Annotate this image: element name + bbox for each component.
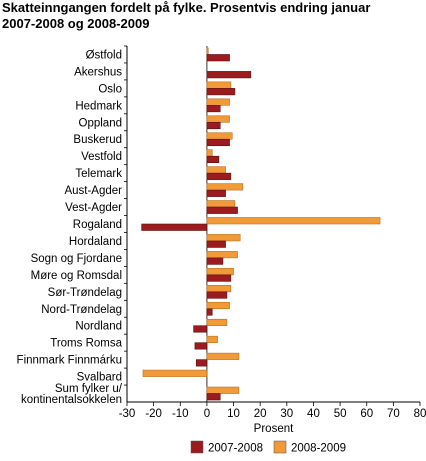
x-axis-label: Prosent xyxy=(254,423,294,435)
x-tick-label: 30 xyxy=(280,408,293,420)
bar-2007-2008-12 xyxy=(206,257,224,265)
category-label: Aust-Agder xyxy=(64,185,122,197)
category-label: Svalbard xyxy=(77,372,122,384)
legend-label-2008-2009: 2008-2009 xyxy=(291,443,346,455)
legend: 2007-2008 2008-2009 xyxy=(190,440,346,455)
bar-2007-2008-9 xyxy=(206,206,238,214)
x-tick-label: 70 xyxy=(387,408,400,420)
category-label: Akershus xyxy=(74,66,122,78)
chart-title-line1: Skatteinngangen fordelt på fylke. Prosen… xyxy=(2,0,371,15)
bar-2007-2008-20 xyxy=(206,393,221,401)
bar-2008-2009-8 xyxy=(206,183,244,191)
bar-2008-2009-4 xyxy=(206,115,230,123)
x-tick-label: 80 xyxy=(414,408,426,420)
bar-2007-2008-5 xyxy=(206,138,230,147)
bar-2007-2008-15 xyxy=(206,308,213,316)
bar-2008-2009-19 xyxy=(142,369,208,377)
bar-2007-2008-6 xyxy=(206,155,220,163)
legend-swatch-2007-2008 xyxy=(190,440,204,454)
plot-area xyxy=(126,46,420,403)
category-label: Oslo xyxy=(98,83,122,95)
bar-2008-2009-18 xyxy=(206,352,240,360)
bar-2008-2009-10 xyxy=(206,217,381,225)
bar-2007-2008-0 xyxy=(206,54,230,62)
category-label: Nord-Trøndelag xyxy=(41,304,122,316)
chart-title: Skatteinngangen fordelt på fylke. Prosen… xyxy=(2,0,426,32)
bar-2008-2009-7 xyxy=(206,166,226,174)
x-tick-label: 50 xyxy=(334,408,347,420)
bar-2008-2009-9 xyxy=(206,200,236,208)
bar-2007-2008-11 xyxy=(206,240,226,248)
x-tick-label: 40 xyxy=(307,408,320,420)
x-tick-label: -20 xyxy=(145,408,162,420)
category-label: Vestfold xyxy=(81,151,122,163)
category-label: Telemark xyxy=(75,168,122,180)
category-label: Hedmark xyxy=(75,100,122,112)
bar-2007-2008-4 xyxy=(206,121,221,130)
bar-2008-2009-12 xyxy=(206,251,238,259)
x-tick-label: 60 xyxy=(360,408,373,420)
category-label: Nordland xyxy=(75,321,122,333)
bar-2008-2009-17 xyxy=(206,335,218,343)
category-label: Østfold xyxy=(86,49,122,61)
bar-2008-2009-6 xyxy=(206,149,213,157)
x-axis: -30 -20 -10 0 10 20 30 40 50 60 70 80 xyxy=(119,402,426,420)
category-label: Sum fylker u/kontinentalsokkelen xyxy=(21,383,123,406)
bar-2007-2008-10 xyxy=(141,223,208,231)
bar-2008-2009-2 xyxy=(206,81,232,89)
x-tick-label: 10 xyxy=(227,408,240,420)
category-label: Sør-Trøndelag xyxy=(48,287,122,299)
chart-title-line2: 2007-2008 og 2008-2009 xyxy=(2,16,150,31)
bar-2007-2008-17 xyxy=(194,342,208,350)
category-label: Finnmark Finnmárku xyxy=(17,355,122,367)
bar-2007-2008-7 xyxy=(206,172,232,180)
bar-2007-2008-18 xyxy=(195,359,208,367)
bar-2007-2008-14 xyxy=(206,291,228,299)
legend-swatch-2008-2009 xyxy=(273,440,287,454)
category-label: Buskerud xyxy=(73,134,122,146)
bar-2007-2008-2 xyxy=(206,88,236,96)
bar-2008-2009-0 xyxy=(206,47,209,55)
bar-2007-2008-3 xyxy=(206,105,221,113)
category-label: Sogn og Fjordane xyxy=(31,253,122,265)
category-label: Troms Romsa xyxy=(50,338,122,350)
bar-2008-2009-16 xyxy=(206,318,228,327)
bar-2008-2009-11 xyxy=(206,234,241,242)
category-label: Hordaland xyxy=(69,236,122,248)
category-label: Vest-Agder xyxy=(65,202,122,214)
bar-2007-2008-8 xyxy=(206,189,226,197)
x-tick-label: 0 xyxy=(204,408,210,420)
x-tick-label: -10 xyxy=(172,408,189,420)
bar-2008-2009-20 xyxy=(206,386,240,394)
x-tick-label: -30 xyxy=(119,408,136,420)
legend-label-2007-2008: 2007-2008 xyxy=(208,443,263,455)
bar-2007-2008-16 xyxy=(193,325,208,333)
bar-2008-2009-15 xyxy=(206,301,230,310)
category-label: Rogaland xyxy=(73,219,122,231)
bar-2008-2009-3 xyxy=(206,98,230,106)
category-label: Oppland xyxy=(79,117,122,129)
bar-2007-2008-1 xyxy=(206,71,252,79)
category-label: Møre og Romsdal xyxy=(31,270,122,282)
bar-2008-2009-14 xyxy=(206,285,232,293)
category-labels: Østfold Akershus Oslo Hedmark Oppland Buskeru… xyxy=(17,45,127,406)
bar-2007-2008-13 xyxy=(206,274,232,282)
bar-2008-2009-13 xyxy=(206,268,234,276)
bar-2008-2009-5 xyxy=(206,132,233,140)
x-tick-label: 20 xyxy=(254,408,267,420)
